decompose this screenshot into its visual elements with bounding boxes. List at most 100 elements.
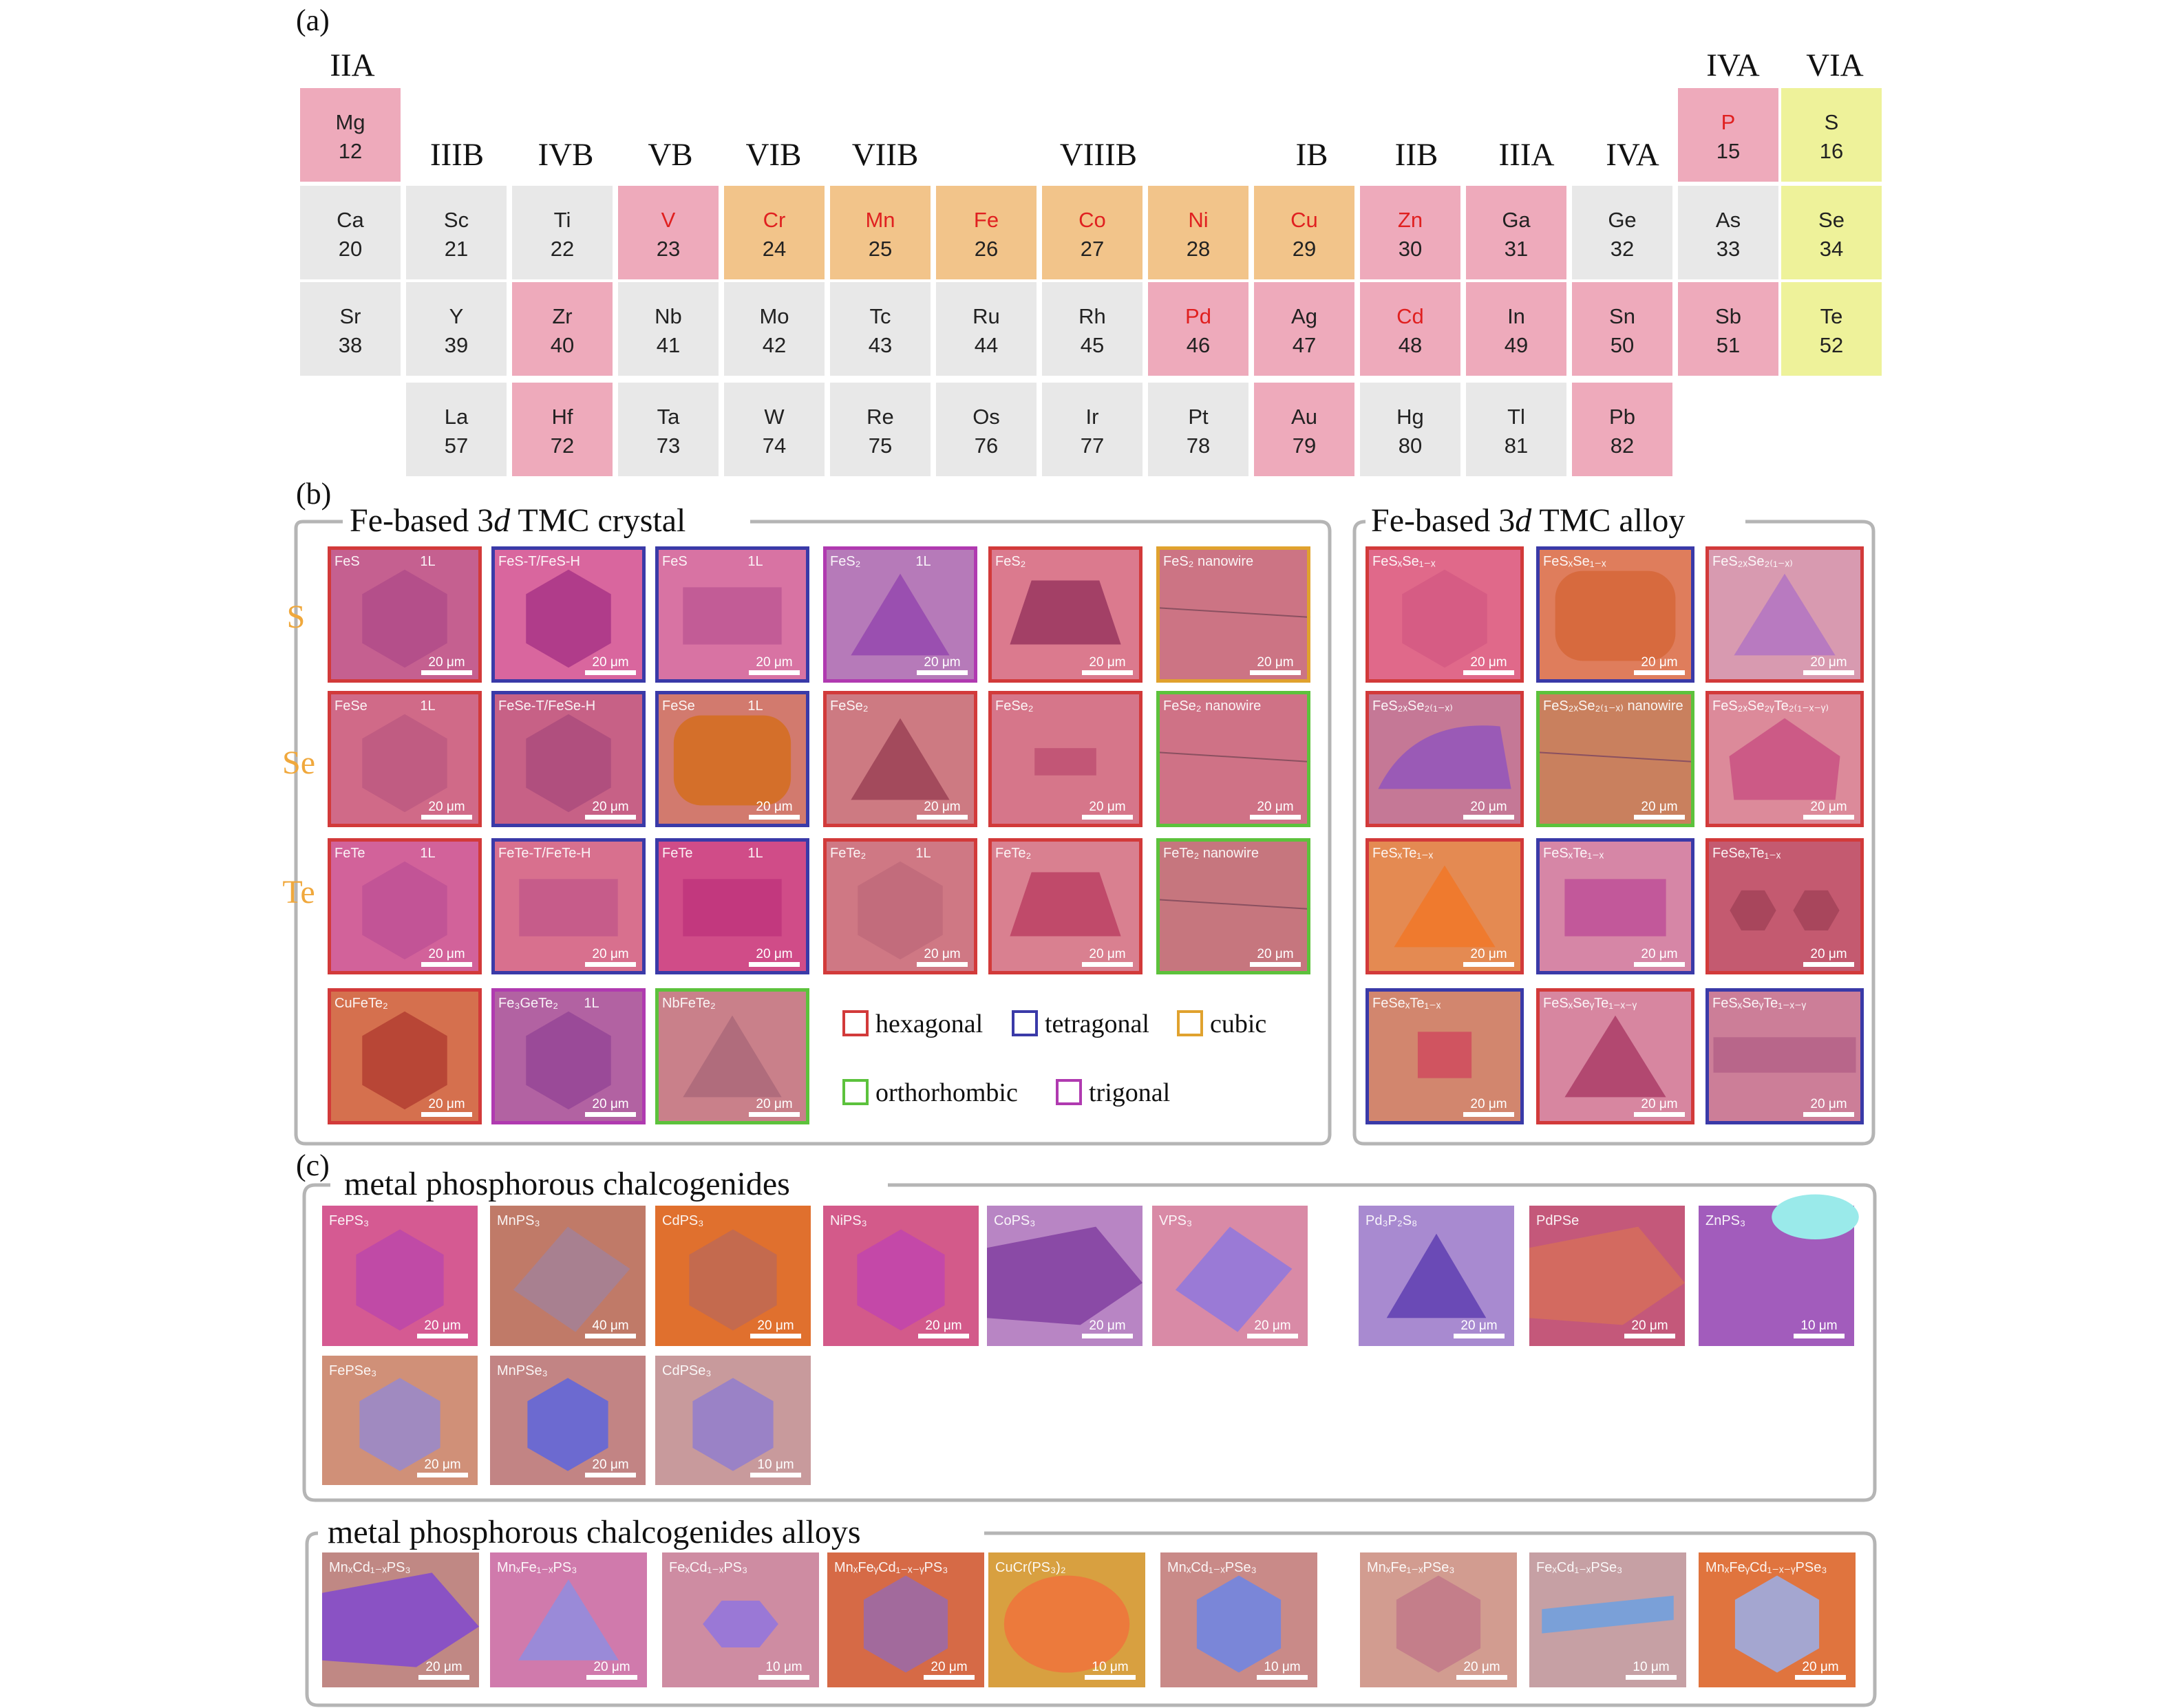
atomic-number: 77	[1081, 434, 1104, 458]
element-symbol: Au	[1291, 405, 1317, 429]
tile-label: MnPSe₃	[497, 1363, 548, 1378]
element-symbol: Cu	[1290, 208, 1318, 232]
flake	[1529, 1226, 1685, 1325]
scale-bar	[1795, 1675, 1846, 1680]
micrograph-tile: FeSe₂ 20 μm	[988, 691, 1143, 827]
scale-bar-label: 10 μm	[1092, 1660, 1128, 1674]
scale-bar	[1257, 1675, 1308, 1680]
scale-bar	[749, 1112, 800, 1117]
element-cell-tc: Tc 43	[830, 282, 931, 376]
scale-bar	[1082, 962, 1133, 967]
atomic-number: 74	[763, 434, 786, 458]
atomic-number: 33	[1717, 237, 1740, 261]
crystal-system-border	[491, 838, 646, 974]
element-symbol: Re	[867, 405, 894, 429]
atomic-number: 40	[551, 333, 574, 357]
tile-label: VPS₃	[1159, 1213, 1192, 1228]
group-label-viiib: VIIIB	[1060, 137, 1137, 173]
atomic-number: 27	[1081, 237, 1104, 261]
tile-label: FeS₂ₓSe₂₍₁₋ₓ₎ nanowire	[1543, 698, 1683, 714]
scale-bar-label: 10 μm	[757, 1458, 794, 1472]
atomic-number: 79	[1293, 434, 1316, 458]
mpc-alloy-title: metal phosphorous chalcogenides alloys	[328, 1514, 861, 1550]
flake	[858, 861, 943, 960]
group-label-viib: VIIB	[852, 137, 919, 173]
flake	[1542, 1595, 1674, 1634]
panel-label-a: (a)	[296, 3, 330, 37]
element-cell-bg	[830, 383, 931, 476]
group-label-vib: VIB	[746, 137, 802, 173]
element-cell-mn: Mn 25	[830, 186, 931, 279]
element-cell-bg	[936, 186, 1037, 279]
scale-bar-label: 20 μm	[1641, 655, 1677, 670]
element-cell-bg	[300, 282, 401, 376]
micrograph-tile: Pd₃P₂S₈ 20 μm	[1359, 1206, 1514, 1346]
scale-bar	[421, 670, 472, 675]
element-cell-bg	[1466, 383, 1566, 476]
scale-bar-label: 20 μm	[1460, 1319, 1497, 1333]
scale-bar	[1085, 1675, 1136, 1680]
element-cell-ta: Ta 73	[618, 383, 719, 476]
element-symbol: Mo	[759, 304, 789, 328]
scale-bar	[1803, 815, 1854, 820]
crystal-system-border	[988, 838, 1143, 974]
element-cell-bg	[1781, 88, 1882, 182]
mpc-alloy-tiles: MnₓCd₁₋ₓPS₃ 20 μm MnₓFe₁₋ₓPS₃ 20 μm FeₓCd₁₋ₓ…	[322, 1552, 1856, 1687]
element-cell-nb: Nb 41	[618, 282, 719, 376]
atomic-number: 31	[1505, 237, 1528, 261]
scale-bar	[1082, 670, 1133, 675]
flake	[1555, 570, 1676, 661]
tile-label: FeTe	[334, 846, 365, 861]
micrograph-tile: MnₓFeᵧCd₁₋ₓ₋ᵧPS₃ 20 μm	[827, 1552, 984, 1687]
element-symbol: Ge	[1608, 208, 1636, 232]
flake	[1196, 1575, 1282, 1673]
scale-bar	[585, 1334, 636, 1338]
legend-item-tetragonal: tetragonal	[1012, 1010, 1149, 1038]
element-cell-sr: Sr 38	[300, 282, 401, 376]
element-symbol: Ag	[1291, 304, 1317, 328]
crystal-system-border	[1536, 838, 1694, 974]
micrograph-tile: MnPSe₃ 20 μm	[490, 1356, 646, 1485]
element-symbol: P	[1721, 110, 1736, 134]
tile-label: FeS₂ₓSe₂₍₁₋ₓ₎	[1372, 698, 1453, 714]
crystal-system-border	[1705, 838, 1864, 974]
micrograph-tile: FeS 1L 20 μm	[328, 546, 482, 683]
element-symbol: Ru	[973, 304, 1000, 328]
element-cell-bg	[1572, 186, 1672, 279]
micrograph-tile: CuCr(PS₃)₂ 10 μm	[988, 1552, 1145, 1687]
scale-bar	[1634, 962, 1685, 967]
scale-bar	[1463, 815, 1514, 820]
micrograph-tile: FeTe-T/FeTe-H 20 μm	[491, 838, 646, 974]
crystal-system-border	[328, 691, 482, 827]
tile-label: MnₓFeᵧCd₁₋ₓ₋ᵧPS₃	[834, 1560, 948, 1575]
legend-item-orthorhombic: orthorhombic	[842, 1078, 1018, 1107]
layer-tag: 1L	[747, 554, 763, 569]
element-cell-w: W 74	[724, 383, 825, 476]
micrograph-tile: FePS₃ 20 μm	[322, 1206, 478, 1346]
tile-label: FeTe₂	[830, 846, 866, 861]
element-cell-bg	[1466, 282, 1566, 376]
micrograph-tile: FeSe 1L 20 μm	[655, 691, 809, 827]
element-cell-bg	[406, 282, 507, 376]
scale-bar-label: 20 μm	[1257, 947, 1293, 961]
tile-label: FeSₓTe₁₋ₓ	[1372, 846, 1434, 861]
flake	[1564, 1015, 1666, 1098]
element-cell-ru: Ru 44	[936, 282, 1037, 376]
element-symbol: Cd	[1396, 304, 1424, 328]
scale-bar	[585, 670, 636, 675]
element-cell-pt: Pt 78	[1148, 383, 1248, 476]
nanowire	[1156, 751, 1311, 762]
element-cell-bg	[618, 383, 719, 476]
element-cell-zr: Zr 40	[512, 282, 613, 376]
tile-label: FeTe-T/FeTe-H	[498, 846, 591, 861]
micrograph-tile: FeSeₓTe₁₋ₓ 20 μm	[1705, 838, 1864, 974]
element-cell-bg	[618, 186, 719, 279]
scale-bar	[585, 815, 636, 820]
element-cell-bg	[1148, 282, 1248, 376]
scale-bar-label: 20 μm	[1810, 1097, 1847, 1111]
element-cell-cr: Cr 24	[724, 186, 825, 279]
atomic-number: 80	[1399, 434, 1422, 458]
alloy-frame	[1352, 520, 1875, 1146]
micrograph-tile: FeSₓTe₁₋ₓ 20 μm	[1536, 838, 1694, 974]
